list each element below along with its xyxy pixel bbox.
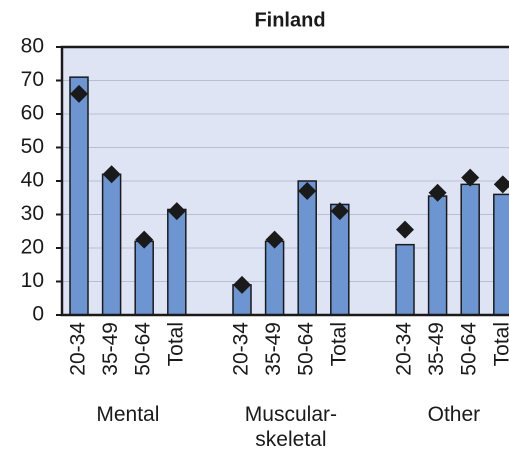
y-tick-label: 50: [21, 135, 44, 158]
diamond-marker: [396, 220, 414, 239]
diamond-marker: [233, 275, 251, 294]
bar: [493, 193, 509, 316]
diamond-marker: [70, 84, 88, 103]
x-tick-label: Total: [490, 322, 509, 366]
bar: [134, 240, 154, 316]
x-tick-label: 20-34: [67, 322, 90, 376]
x-tick-label: 35-49: [99, 322, 122, 376]
x-tick-label: Total: [164, 322, 187, 366]
bar: [460, 183, 480, 316]
group-label: Muscular-skeletal: [245, 403, 337, 451]
x-tick-label: 20-34: [393, 322, 416, 376]
y-tick-label: 40: [21, 169, 44, 192]
bar: [69, 76, 89, 316]
bar: [101, 173, 122, 316]
x-tick-label: 20-34: [230, 322, 253, 376]
y-tick-label: 60: [21, 102, 44, 125]
diamond-marker: [102, 165, 121, 184]
y-tick-label: 10: [21, 269, 44, 292]
diamond-marker: [461, 168, 480, 187]
diamond-marker: [428, 183, 447, 202]
diamond-marker: [493, 175, 509, 194]
diamond-marker: [330, 202, 349, 221]
y-tick-label: 70: [21, 68, 44, 91]
bar: [297, 180, 317, 316]
axis-frame: [60, 45, 509, 317]
chart-title: Finland: [254, 9, 325, 31]
diamond-marker: [265, 230, 284, 249]
x-tick-label: 50-64: [295, 322, 318, 376]
bar: [395, 243, 415, 316]
y-tick-label: 30: [21, 202, 44, 225]
x-tick-label: 35-49: [425, 322, 448, 376]
diamond-marker: [167, 202, 186, 221]
group-label: Mental: [96, 403, 159, 426]
bar: [167, 208, 187, 316]
bar: [427, 195, 448, 316]
x-tick-label: 35-49: [262, 322, 285, 376]
x-tick-label: 50-64: [132, 322, 155, 376]
y-tick-label: 0: [32, 303, 44, 326]
x-tick-label: 50-64: [458, 322, 481, 376]
diamond-marker: [298, 182, 317, 201]
bar: [264, 240, 285, 316]
y-tick-label: 80: [21, 35, 44, 58]
y-tick-label: 20: [21, 236, 44, 259]
group-label: Other: [428, 403, 481, 426]
x-tick-label: Total: [327, 322, 350, 366]
bar: [330, 203, 350, 316]
diamond-marker: [135, 230, 154, 249]
